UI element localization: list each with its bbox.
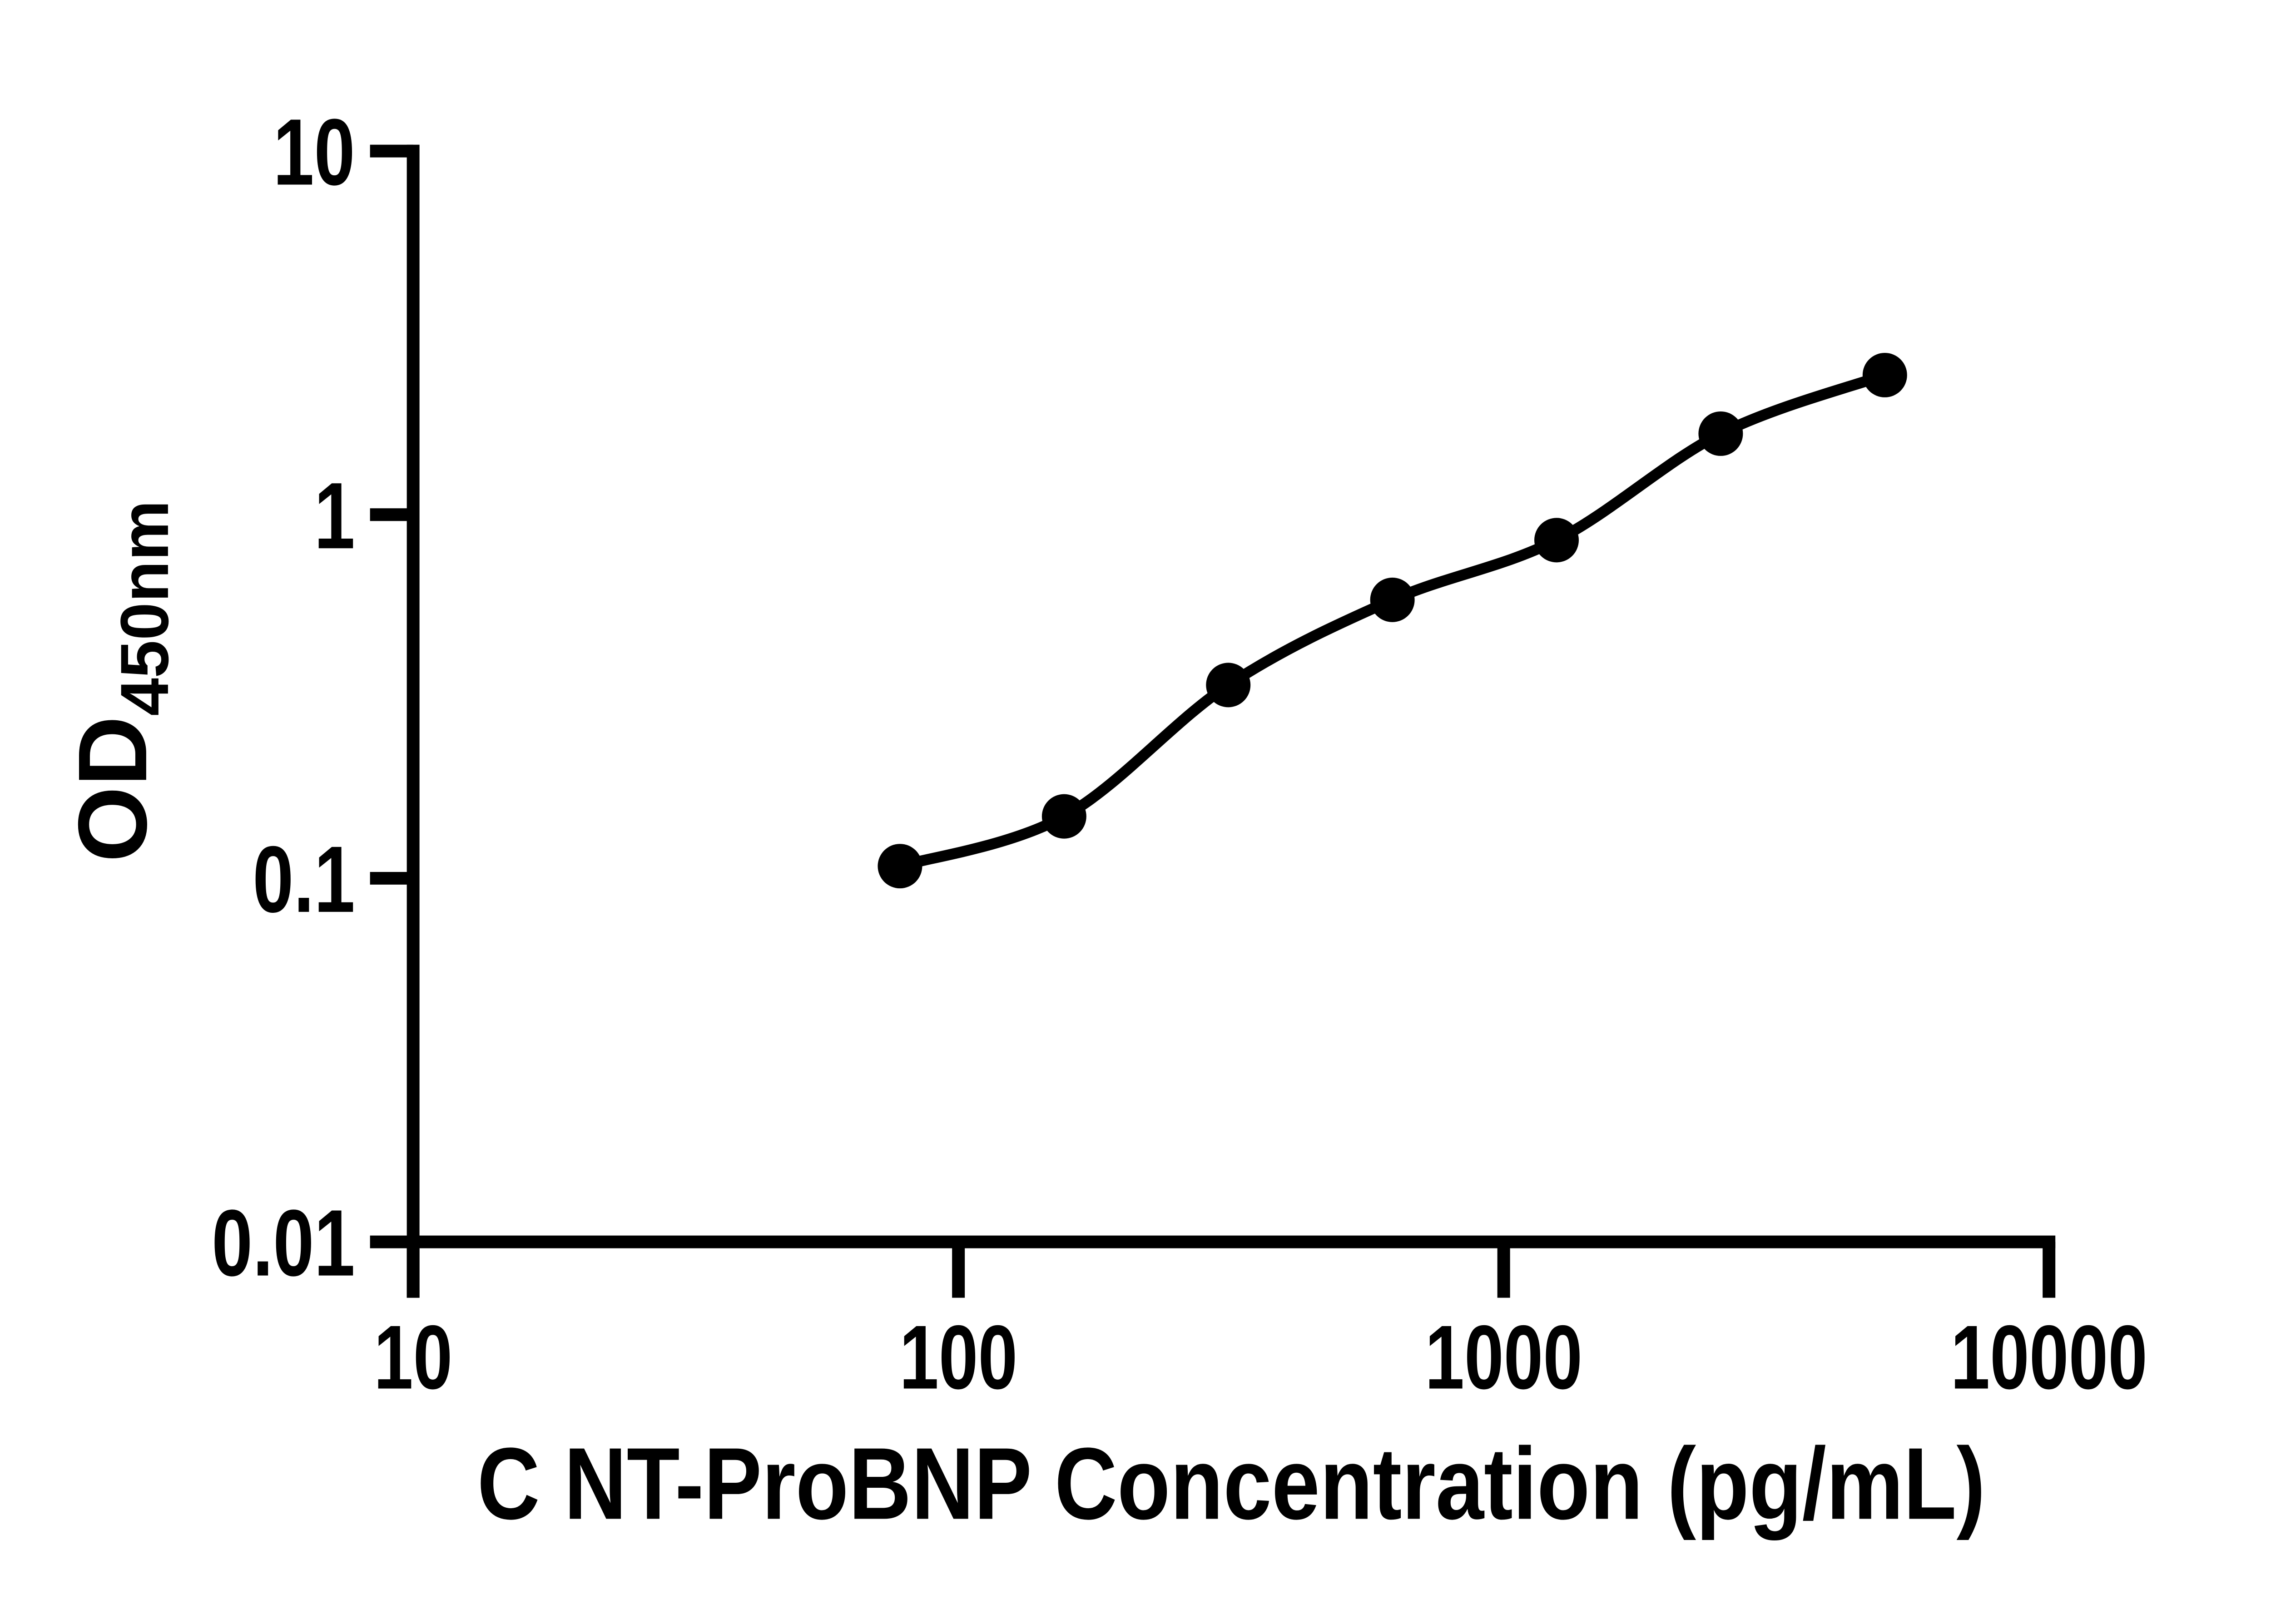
x-tick-label: 10000 [1950,1307,2147,1408]
data-point-marker [1370,577,1415,622]
y-tick-label: 0.1 [253,826,355,932]
x-axis-title: C NT-ProBNP Concentration (pg/mL) [477,1427,1986,1541]
y-axis-title: OD450nm [58,500,183,862]
x-tick-label: 1000 [1425,1307,1582,1408]
data-point-marker [1206,663,1251,708]
data-point-marker [1534,518,1579,563]
data-point-marker [878,844,922,889]
y-tick-label: 0.01 [212,1190,355,1296]
y-tick-label: 10 [273,99,355,205]
data-points-group [878,352,1907,889]
x-tick-label: 100 [899,1307,1017,1408]
y-tick-label: 1 [314,463,355,569]
axes-group [370,144,2056,1298]
data-point-marker [1862,352,1907,397]
data-point-marker [1041,794,1086,839]
y-axis-title-subscript: 450nm [106,500,183,716]
x-tick-label: 10 [374,1307,452,1408]
y-axis-title-main: OD [58,716,167,862]
data-point-marker [1698,411,1743,456]
